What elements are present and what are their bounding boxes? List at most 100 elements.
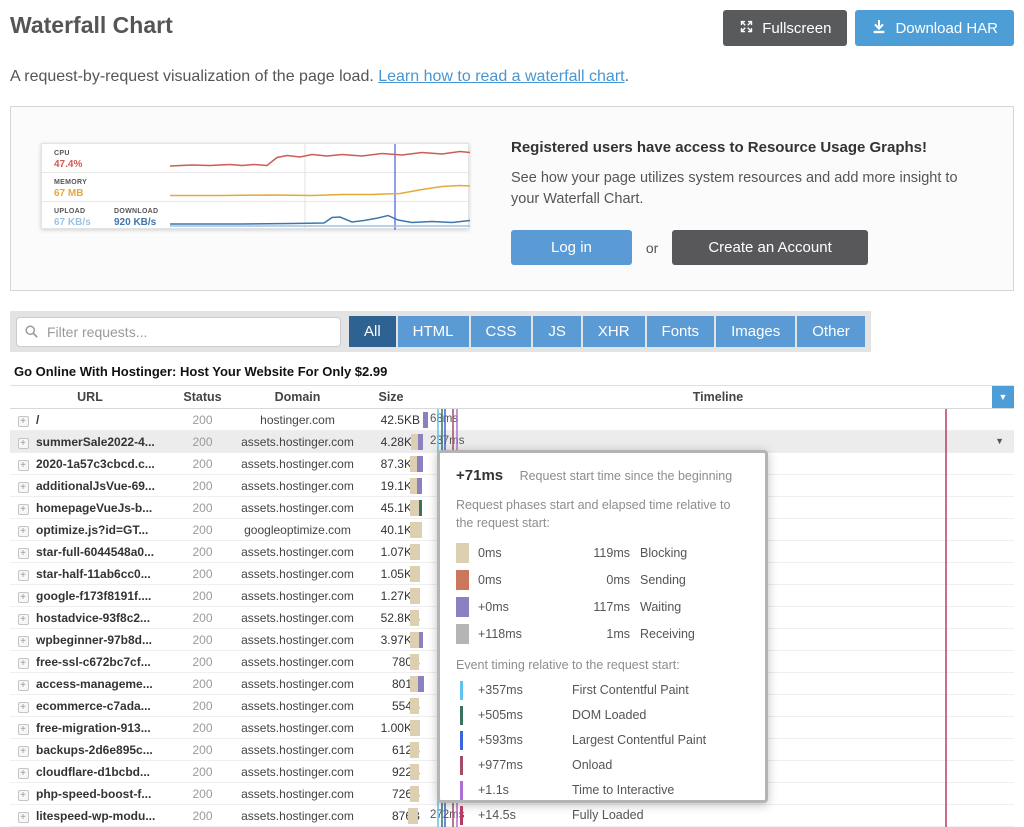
fully-loaded-swatch xyxy=(460,806,463,825)
row-dropdown-caret[interactable]: ▼ xyxy=(995,436,1004,446)
request-status: 200 xyxy=(170,721,235,735)
tooltip-event-row: +505msDOM Loaded xyxy=(456,705,749,725)
expand-row-button[interactable]: + xyxy=(18,570,29,581)
expand-row-button[interactable]: + xyxy=(18,636,29,647)
expand-row-button[interactable]: + xyxy=(18,482,29,493)
request-status: 200 xyxy=(170,765,235,779)
expand-row-button[interactable]: + xyxy=(18,768,29,779)
request-status: 200 xyxy=(170,743,235,757)
expand-row-button[interactable]: + xyxy=(18,658,29,669)
tab-other[interactable]: Other xyxy=(797,316,865,347)
expand-row-button[interactable]: + xyxy=(18,790,29,801)
request-url: homepageVueJs-b... xyxy=(36,501,170,515)
request-domain: assets.hostinger.com xyxy=(235,567,360,581)
request-timeline: 237ms xyxy=(422,431,1014,452)
receiving-swatch xyxy=(456,624,469,644)
event-name: DOM Loaded xyxy=(572,708,749,722)
blocking-bar xyxy=(410,654,419,670)
column-header-size[interactable]: Size xyxy=(360,390,422,404)
expand-row-button[interactable]: + xyxy=(18,526,29,537)
expand-row-button[interactable]: + xyxy=(18,438,29,449)
fullscreen-button[interactable]: Fullscreen xyxy=(723,10,847,46)
fullscreen-icon xyxy=(739,19,754,38)
tab-html[interactable]: HTML xyxy=(398,316,469,347)
table-row[interactable]: +/200hostinger.com42.5KB68ms xyxy=(10,409,1014,431)
expand-row-button[interactable]: + xyxy=(18,680,29,691)
filter-requests-input[interactable] xyxy=(16,317,341,347)
column-header-url[interactable]: URL xyxy=(10,390,170,404)
page-header: Waterfall Chart Fullscreen Download HAR xyxy=(0,0,1024,46)
tab-images[interactable]: Images xyxy=(716,316,795,347)
request-domain: assets.hostinger.com xyxy=(235,545,360,559)
request-status: 200 xyxy=(170,545,235,559)
waiting-bar xyxy=(417,456,423,472)
expand-row-button[interactable]: + xyxy=(18,614,29,625)
blocking-bar xyxy=(411,434,418,450)
request-status: 200 xyxy=(170,523,235,537)
blocking-bar xyxy=(410,632,419,648)
hostinger-ad-text[interactable]: Go Online With Hostinger: Host Your Webs… xyxy=(14,364,1014,379)
download-har-button-label: Download HAR xyxy=(895,20,998,37)
waterfall-help-link[interactable]: Learn how to read a waterfall chart xyxy=(378,68,624,85)
resource-graph-sparklines xyxy=(42,144,470,230)
waiting-bar xyxy=(419,632,423,648)
tab-xhr[interactable]: XHR xyxy=(583,316,645,347)
expand-row-button[interactable]: + xyxy=(18,746,29,757)
tooltip-phases-heading: Request phases start and elapsed time re… xyxy=(456,497,749,532)
column-header-domain[interactable]: Domain xyxy=(235,390,360,404)
request-url: star-half-11ab6cc0... xyxy=(36,567,170,581)
tab-css[interactable]: CSS xyxy=(471,316,532,347)
request-domain: assets.hostinger.com xyxy=(235,479,360,493)
event-time: +357ms xyxy=(478,683,572,697)
blocking-bar xyxy=(410,588,420,604)
timeline-options-dropdown-button[interactable]: ▼ xyxy=(992,386,1014,408)
event-time: +593ms xyxy=(478,733,572,747)
expand-row-button[interactable]: + xyxy=(18,416,29,427)
request-status: 200 xyxy=(170,699,235,713)
column-header-timeline[interactable]: Timeline xyxy=(422,390,1014,404)
request-status: 200 xyxy=(170,809,235,823)
onload-swatch xyxy=(460,756,463,775)
blocking-bar xyxy=(410,544,420,560)
event-time: +505ms xyxy=(478,708,572,722)
cpu-value: 47.4% xyxy=(54,159,82,170)
waiting-bar xyxy=(418,676,424,692)
expand-row-button[interactable]: + xyxy=(18,592,29,603)
phase-start: 0ms xyxy=(478,546,550,560)
download-har-button[interactable]: Download HAR xyxy=(855,10,1014,46)
time-to-interactive-swatch xyxy=(460,781,463,800)
request-url: cloudflare-d1bcbd... xyxy=(36,765,170,779)
request-domain: hostinger.com xyxy=(235,413,360,427)
request-url: google-f173f8191f.... xyxy=(36,589,170,603)
tab-all[interactable]: All xyxy=(349,316,396,347)
expand-row-button[interactable]: + xyxy=(18,812,29,823)
expand-row-button[interactable]: + xyxy=(18,724,29,735)
download-value: 920 KB/s xyxy=(114,217,156,228)
blocking-bar xyxy=(410,698,419,714)
request-url: php-speed-boost-f... xyxy=(36,787,170,801)
column-header-status[interactable]: Status xyxy=(170,390,235,404)
request-size: 42.5KB xyxy=(360,413,422,427)
expand-row-button[interactable]: + xyxy=(18,460,29,471)
tooltip-events-list: +357msFirst Contentful Paint+505msDOM Lo… xyxy=(456,680,749,825)
expand-row-button[interactable]: + xyxy=(18,504,29,515)
or-text: or xyxy=(646,240,658,256)
request-status: 200 xyxy=(170,633,235,647)
expand-row-button[interactable]: + xyxy=(18,548,29,559)
create-account-button[interactable]: Create an Account xyxy=(672,230,867,265)
tab-fonts[interactable]: Fonts xyxy=(647,316,715,347)
tab-js[interactable]: JS xyxy=(533,316,581,347)
request-status: 200 xyxy=(170,435,235,449)
phase-name: Sending xyxy=(640,573,749,587)
request-domain: assets.hostinger.com xyxy=(235,633,360,647)
expand-row-button[interactable]: + xyxy=(18,702,29,713)
request-url: optimize.js?id=GT... xyxy=(36,523,170,537)
phase-name: Blocking xyxy=(640,546,749,560)
blocking-bar xyxy=(410,566,420,582)
request-timeline: 68ms xyxy=(422,409,1014,430)
blocking-swatch xyxy=(456,543,469,563)
blocking-bar xyxy=(410,456,417,472)
promo-body-text: See how your page utilizes system resour… xyxy=(511,168,983,210)
login-button[interactable]: Log in xyxy=(511,230,632,265)
sending-swatch xyxy=(456,570,469,590)
